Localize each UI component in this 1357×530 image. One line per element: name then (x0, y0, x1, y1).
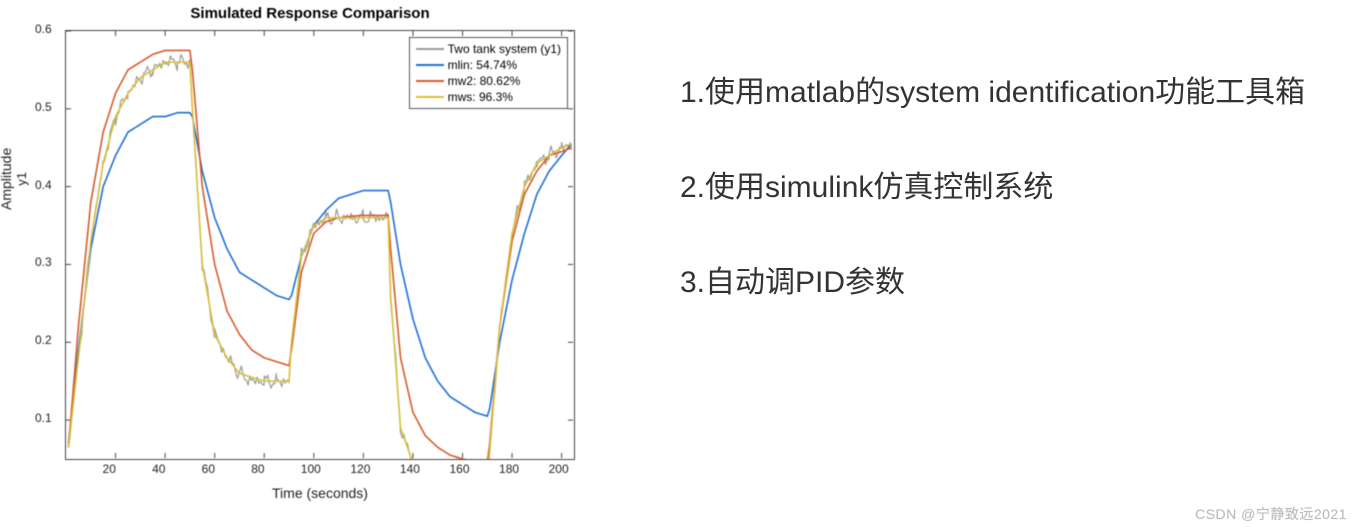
note-item-3: 3.自动调PID参数 (680, 260, 1357, 305)
legend-label: mws: 96.3% (448, 89, 513, 105)
x-tick-label: 180 (499, 462, 519, 476)
y-tick-label: 0.2 (35, 333, 52, 347)
x-axis-label: Time (seconds) (65, 485, 575, 501)
legend-swatch (416, 48, 444, 50)
legend-row: mw2: 80.62% (416, 73, 561, 89)
chart-title: Simulated Response Comparison (60, 5, 560, 22)
legend-row: mlin: 54.74% (416, 57, 561, 73)
legend-row: Two tank system (y1) (416, 41, 561, 57)
y-tick-label: 0.1 (35, 411, 52, 425)
x-tick-label: 200 (549, 462, 569, 476)
legend-swatch (416, 64, 444, 66)
x-tick-label: 140 (400, 462, 420, 476)
y-tick-label: 0.4 (35, 178, 52, 192)
x-tick-label: 40 (152, 462, 165, 476)
note-item-2: 2.使用simulink仿真控制系统 (680, 165, 1357, 210)
x-tick-label: 20 (103, 462, 116, 476)
x-tick-label: 160 (449, 462, 469, 476)
x-tick-label: 60 (202, 462, 215, 476)
y-tick-label: 0.5 (35, 100, 52, 114)
legend-swatch (416, 96, 444, 98)
x-tick-label: 120 (350, 462, 370, 476)
note-item-1: 1.使用matlab的system identification功能工具箱 (680, 70, 1357, 115)
legend-label: Two tank system (y1) (448, 41, 561, 57)
notes-panel: 1.使用matlab的system identification功能工具箱 2.… (600, 0, 1357, 530)
legend-swatch (416, 80, 444, 82)
x-tick-label: 80 (251, 462, 264, 476)
chart-legend: Two tank system (y1)mlin: 54.74%mw2: 80.… (409, 37, 568, 109)
series-line (68, 55, 571, 459)
watermark-text: CSDN @宁静致远2021 (1195, 504, 1347, 524)
legend-label: mlin: 54.74% (448, 57, 517, 73)
legend-row: mws: 96.3% (416, 89, 561, 105)
y-tick-label: 0.3 (35, 255, 52, 269)
chart-panel: Simulated Response Comparison Amplitude … (0, 0, 600, 530)
series-line (68, 50, 571, 459)
y-axis-label: Amplitude y1 (0, 148, 29, 210)
chart-plot-area: Two tank system (y1)mlin: 54.74%mw2: 80.… (65, 30, 575, 460)
y-tick-label: 0.6 (35, 22, 52, 36)
x-tick-label: 100 (301, 462, 321, 476)
legend-label: mw2: 80.62% (448, 73, 521, 89)
series-line (68, 113, 571, 444)
